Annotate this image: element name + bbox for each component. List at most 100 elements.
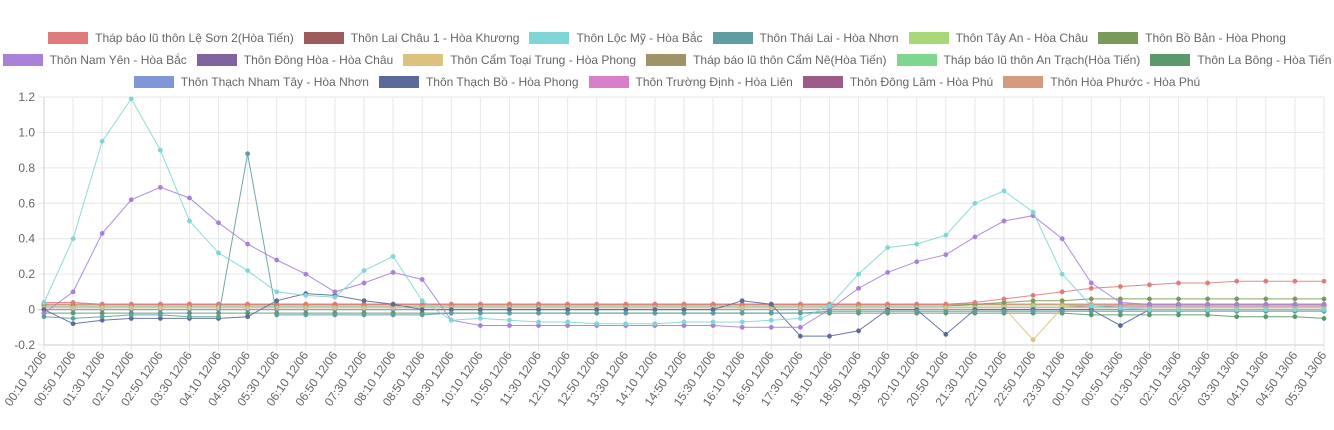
legend-swatch xyxy=(378,76,419,88)
data-point xyxy=(1176,280,1181,286)
legend-item[interactable]: Thôn Đông Hòa - Hòa Châu xyxy=(196,52,394,68)
legend-item[interactable]: Thôn Hòa Phước - Hòa Phú xyxy=(1003,74,1200,90)
data-point xyxy=(274,312,280,318)
data-point xyxy=(187,195,192,201)
data-point xyxy=(856,308,861,314)
legend-item[interactable]: Tháp báo lũ thôn Cẩm Nê(Hòa Tiến) xyxy=(646,52,887,68)
data-point xyxy=(157,184,163,190)
y-tick-label: 1.0 xyxy=(18,125,35,139)
legend-row-1: Tháp báo lũ thôn Lệ Sơn 2(Hòa Tiến) Thôn … xyxy=(0,30,1334,46)
data-point xyxy=(1030,292,1036,298)
data-point xyxy=(157,305,163,311)
legend-swatch xyxy=(196,54,237,66)
y-tick-label: 1.2 xyxy=(18,90,35,104)
legend-swatch xyxy=(896,54,937,66)
legend-item[interactable]: Thôn Đông Lâm - Hòa Phú xyxy=(802,74,993,90)
data-point xyxy=(361,305,367,311)
legend-label: Thôn Cẩm Toại Trung - Hòa Phong xyxy=(450,53,637,67)
data-point xyxy=(1117,305,1123,311)
legend-item[interactable]: Tháp báo lũ thôn Lệ Sơn 2(Hòa Tiến) xyxy=(48,30,294,46)
legend-label: Thôn La Bông - Hòa Tiến xyxy=(1197,53,1332,67)
data-point xyxy=(739,298,745,304)
data-point xyxy=(681,319,687,325)
y-tick-label: 0.6 xyxy=(18,196,35,210)
data-point xyxy=(972,234,978,240)
data-point xyxy=(216,250,221,256)
data-point xyxy=(536,310,541,316)
data-point xyxy=(99,314,105,320)
data-point xyxy=(768,324,774,330)
data-point xyxy=(536,319,541,325)
data-point xyxy=(1059,289,1065,295)
data-point xyxy=(70,289,76,295)
data-point xyxy=(1059,298,1065,304)
data-point xyxy=(99,305,105,311)
data-point xyxy=(594,310,600,316)
data-point xyxy=(1292,296,1298,302)
data-point xyxy=(419,307,425,313)
data-point xyxy=(797,324,803,330)
data-point xyxy=(1292,307,1298,313)
data-point xyxy=(1059,308,1065,314)
data-point xyxy=(972,300,978,305)
legend-swatch xyxy=(1150,54,1191,66)
data-point xyxy=(128,96,134,102)
data-point xyxy=(1001,296,1007,302)
legend-item[interactable]: Thôn Nam Yên - Hòa Bắc xyxy=(2,52,187,68)
legend-item[interactable]: Thôn Trường Định - Hòa Liên xyxy=(588,74,793,90)
data-point xyxy=(70,315,76,321)
legend-item[interactable]: Thôn La Bông - Hòa Tiến xyxy=(1150,52,1331,68)
data-point xyxy=(361,298,367,304)
legend-item[interactable]: Tháp báo lũ thôn An Trạch(Hòa Tiến) xyxy=(896,52,1140,68)
data-point xyxy=(1321,301,1327,307)
data-point xyxy=(361,280,367,286)
legend-item[interactable]: Thôn Thạch Nham Tây - Hòa Nhơn xyxy=(133,74,369,90)
data-point xyxy=(768,317,774,323)
data-point xyxy=(128,312,134,318)
data-point xyxy=(1205,307,1211,313)
data-point xyxy=(1321,278,1327,284)
data-point xyxy=(419,277,425,282)
data-point xyxy=(70,236,76,242)
data-point xyxy=(1088,285,1094,291)
data-point xyxy=(1234,307,1240,313)
data-point xyxy=(739,319,745,325)
legend-item[interactable]: Thôn Bồ Bản - Hòa Phong xyxy=(1098,30,1286,46)
y-tick-label: 0.2 xyxy=(18,267,35,281)
legend-item[interactable]: Thôn Lộc Mỹ - Hòa Bắc xyxy=(529,30,703,46)
legend-swatch xyxy=(2,54,43,66)
data-point xyxy=(41,300,47,305)
data-point xyxy=(507,317,512,323)
y-tick-label: -0.2 xyxy=(14,338,35,352)
data-point xyxy=(99,138,105,144)
data-point xyxy=(1321,296,1327,302)
data-point xyxy=(128,197,134,203)
data-point xyxy=(274,298,280,304)
data-point xyxy=(827,303,832,309)
data-point xyxy=(245,151,251,157)
legend-item[interactable]: Thôn Lai Châu 1 - Hòa Khương xyxy=(303,30,519,46)
legend-swatch xyxy=(48,32,89,44)
series-group xyxy=(41,184,1327,330)
legend-label: Thôn Đông Hòa - Hòa Châu xyxy=(243,53,394,67)
legend-swatch xyxy=(588,76,629,88)
data-point xyxy=(1205,296,1211,302)
legend-item[interactable]: Thôn Cẩm Toại Trung - Hòa Phong xyxy=(403,52,636,68)
legend-swatch xyxy=(908,32,949,44)
legend-item[interactable]: Thôn Thái Lai - Hòa Nhơn xyxy=(712,30,899,46)
data-point xyxy=(623,321,629,327)
legend-label: Tháp báo lũ thôn Cẩm Nê(Hòa Tiến) xyxy=(693,53,887,67)
data-point xyxy=(885,269,891,275)
data-point xyxy=(303,305,309,311)
legend-label: Tháp báo lũ thôn Lệ Sơn 2(Hòa Tiến) xyxy=(95,31,294,45)
legend-item[interactable]: Thôn Tây An - Hòa Châu xyxy=(908,30,1088,46)
data-point xyxy=(70,310,76,316)
legend-item[interactable]: Thôn Thạch Bồ - Hòa Phong xyxy=(378,74,579,90)
legend-row-3: Thôn Thạch Nham Tây - Hòa Nhơn Thôn Thạch… xyxy=(0,74,1334,90)
data-point xyxy=(797,333,803,339)
legend-label: Thôn Thạch Bồ - Hòa Phong xyxy=(425,75,579,89)
data-point xyxy=(477,310,483,316)
legend-swatch xyxy=(802,76,843,88)
data-point xyxy=(507,323,512,328)
